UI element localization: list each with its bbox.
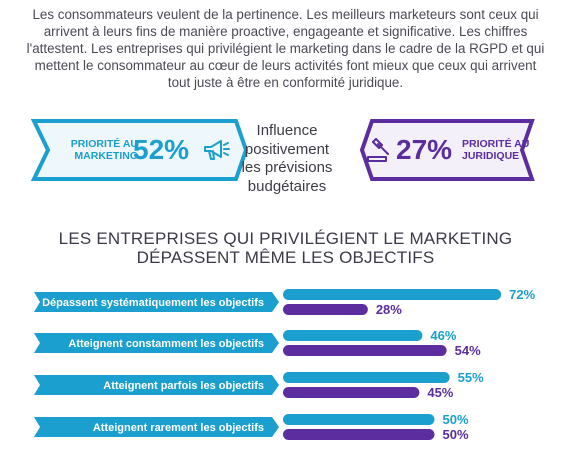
center-line: Influence [256,122,318,139]
marketing-priority-label: PRIORITÉ AU MARKETING [66,138,138,162]
value-label-marketing: 55% [458,370,484,385]
category-label-bg [34,417,279,437]
value-label-marketing: 46% [430,328,456,343]
intro-line: tout juste à être en conformité juridiqu… [167,75,404,90]
intro-line: l'attestent. Les entreprises qui privilé… [26,41,545,56]
intro-paragraph: Les consommateurs veulent de la pertinen… [22,6,549,91]
value-label-juridique: 28% [376,302,402,317]
category-label: Atteignent rarement les objectifs [93,422,264,434]
label-line: PRIORITÉ AU [462,138,530,150]
bar-marketing [283,414,435,425]
value-label-juridique: 50% [443,427,469,442]
category-label-bg [34,333,279,353]
marketing-banner-frame [30,119,249,181]
marketing-priority-banner: PRIORITÉ AU MARKETING 52% [30,117,250,183]
marketing-priority-percent: 52% [133,134,190,165]
legal-priority-percent: 27% [396,134,453,165]
bar-juridique [283,304,368,315]
chart-title-line: LES ENTREPRISES QUI PRIVILÉGIENT LE MARK… [58,229,513,248]
category-label: Atteignent parfois les objectifs [103,380,264,392]
intro-line: arrivent à leurs fins de manière proacti… [43,24,528,39]
value-label-marketing: 50% [443,412,469,427]
chart-title-line: DÉPASSENT MÊME LES OBJECTIFS [136,248,435,267]
bar-marketing [283,372,450,383]
chart-title: LES ENTREPRISES QUI PRIVILÉGIENT LE MARK… [40,229,531,267]
category-label-bg [34,292,279,312]
category-label: Atteignent constamment les objectifs [68,338,264,350]
bar-marketing [283,330,423,341]
bar-juridique [283,429,435,440]
bar-juridique [283,387,420,398]
value-label-juridique: 54% [455,343,481,358]
center-line: positivement [244,140,330,158]
legal-priority-label: PRIORITÉ AU JURIDIQUE [462,138,542,162]
label-line: PRIORITÉ AU [70,138,138,150]
center-line: budgétaires [247,177,327,195]
legal-priority-banner: 27% PRIORITÉ AU JURIDIQUE [358,117,536,183]
intro-line: Les consommateurs veulent de la pertinen… [32,7,539,22]
gavel-icon [367,138,389,162]
legal-banner-frame [359,119,535,181]
megaphone-icon [204,140,230,160]
value-label-marketing: 72% [509,287,535,302]
bar-juridique [283,345,447,356]
label-line: MARKETING [74,150,138,162]
intro-line: mettent le consommateur au cœur de leurs… [34,58,537,73]
bar-marketing [283,289,502,300]
value-label-juridique: 45% [427,385,453,400]
category-label: Dépassent systématiquement les objectifs [42,297,264,309]
category-label-bg [34,375,279,395]
label-line: JURIDIQUE [462,150,520,162]
budget-influence-text: Influence positivement les prévisions bu… [219,122,355,196]
center-line: les prévisions [241,159,333,176]
